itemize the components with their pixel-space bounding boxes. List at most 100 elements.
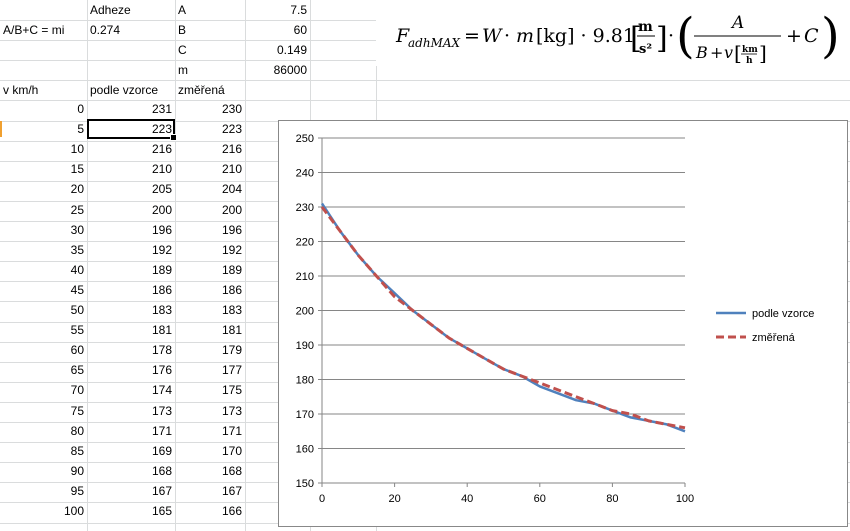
- measured-value-cell[interactable]: 230: [221, 102, 242, 116]
- formula-value-cell[interactable]: 205: [151, 182, 172, 196]
- formula-value-cell[interactable]: 174: [151, 383, 172, 397]
- speed-cell[interactable]: 25: [70, 203, 84, 217]
- measured-value-cell[interactable]: 210: [221, 162, 242, 176]
- grid-col-line: [245, 0, 246, 531]
- speed-cell[interactable]: 70: [70, 383, 84, 397]
- grid-row-line: [0, 100, 850, 101]
- series-line-zmerena: [320, 206, 686, 430]
- header-speed: v km/h: [3, 83, 39, 97]
- y-tick-label: 190: [296, 340, 314, 352]
- formula-value-cell[interactable]: 196: [151, 223, 172, 237]
- speed-cell[interactable]: 80: [70, 424, 84, 438]
- formula-value-cell[interactable]: 167: [151, 484, 172, 498]
- formula-value-cell[interactable]: 176: [151, 363, 172, 377]
- param-m-label: m: [178, 63, 188, 77]
- formula-label: A/B+C = mi: [3, 23, 65, 37]
- mi-value[interactable]: 0.274: [90, 23, 121, 37]
- formula-value-cell[interactable]: 189: [151, 263, 172, 277]
- measured-value-cell[interactable]: 181: [221, 323, 242, 337]
- measured-value-cell[interactable]: 223: [221, 122, 242, 136]
- measured-value-cell[interactable]: 196: [221, 223, 242, 237]
- y-tick-label: 220: [296, 237, 314, 249]
- formula-value-cell[interactable]: 231: [151, 102, 172, 116]
- measured-value-cell[interactable]: 179: [221, 343, 242, 357]
- formula-value-cell[interactable]: 183: [151, 303, 172, 317]
- measured-value-cell[interactable]: 216: [221, 142, 242, 156]
- measured-value-cell[interactable]: 189: [221, 263, 242, 277]
- x-tick-label: 0: [319, 493, 325, 505]
- param-a-value[interactable]: 7.5: [290, 3, 307, 17]
- speed-cell[interactable]: 40: [70, 263, 84, 277]
- speed-cell[interactable]: 5: [77, 122, 84, 136]
- formula-value-cell[interactable]: 186: [151, 283, 172, 297]
- y-tick-label: 210: [296, 271, 314, 283]
- formula-value-cell[interactable]: 223: [151, 122, 172, 136]
- formula-value-cell[interactable]: 168: [151, 464, 172, 478]
- speed-cell[interactable]: 0: [77, 102, 84, 116]
- formula-value-cell[interactable]: 200: [151, 203, 172, 217]
- x-tick-label: 100: [676, 493, 694, 505]
- speed-cell[interactable]: 75: [70, 404, 84, 418]
- measured-value-cell[interactable]: 167: [221, 484, 242, 498]
- svg-text:[: [: [630, 21, 642, 56]
- speed-cell[interactable]: 45: [70, 283, 84, 297]
- svg-text:B: B: [695, 43, 708, 62]
- svg-text:C: C: [804, 25, 819, 47]
- y-tick-label: 150: [296, 478, 314, 490]
- speed-cell[interactable]: 100: [63, 504, 84, 518]
- measured-value-cell[interactable]: 192: [221, 243, 242, 257]
- param-b-label: B: [178, 23, 187, 37]
- speed-cell[interactable]: 65: [70, 363, 84, 377]
- svg-text:): ): [821, 8, 840, 64]
- measured-value-cell[interactable]: 204: [221, 182, 242, 196]
- measured-value-cell[interactable]: 200: [221, 203, 242, 217]
- measured-value-cell[interactable]: 186: [221, 283, 242, 297]
- selected-cell[interactable]: [87, 119, 177, 141]
- svg-text:[: [: [734, 41, 742, 65]
- measured-value-cell[interactable]: 168: [221, 464, 242, 478]
- svg-text:adhMAX: adhMAX: [408, 36, 461, 50]
- speed-cell[interactable]: 55: [70, 323, 84, 337]
- formula-value-cell[interactable]: 216: [151, 142, 172, 156]
- speed-cell[interactable]: 35: [70, 243, 84, 257]
- param-c-value[interactable]: 0.149: [276, 43, 307, 57]
- svg-text:=: =: [464, 25, 480, 47]
- speed-cell[interactable]: 90: [70, 464, 84, 478]
- measured-value-cell[interactable]: 173: [221, 404, 242, 418]
- param-b-value[interactable]: 60: [293, 23, 307, 37]
- param-m-value[interactable]: 86000: [273, 63, 307, 77]
- svg-text:]: ]: [759, 41, 767, 65]
- speed-cell[interactable]: 95: [70, 484, 84, 498]
- measured-value-cell[interactable]: 175: [221, 383, 242, 397]
- speed-cell[interactable]: 10: [70, 142, 84, 156]
- measured-value-cell[interactable]: 170: [221, 444, 242, 458]
- formula-value-cell[interactable]: 192: [151, 243, 172, 257]
- speed-cell[interactable]: 85: [70, 444, 84, 458]
- header-measured: změřená: [178, 83, 225, 97]
- formula-value-cell[interactable]: 178: [151, 343, 172, 357]
- formula-value-cell[interactable]: 165: [151, 504, 172, 518]
- speed-cell[interactable]: 15: [70, 162, 84, 176]
- formula-value-cell[interactable]: 210: [151, 162, 172, 176]
- line-chart[interactable]: 150 160 170 180 190 200 210 220 230 240 250 0 20 40 60…: [278, 120, 848, 527]
- svg-text:km: km: [742, 45, 758, 55]
- svg-text:(: (: [676, 8, 695, 64]
- svg-text:+: +: [710, 43, 723, 62]
- svg-text:A: A: [730, 13, 744, 33]
- measured-value-cell[interactable]: 166: [221, 504, 242, 518]
- measured-value-cell[interactable]: 171: [221, 424, 242, 438]
- formula-value-cell[interactable]: 171: [151, 424, 172, 438]
- speed-cell[interactable]: 50: [70, 303, 84, 317]
- speed-cell[interactable]: 30: [70, 223, 84, 237]
- active-row-marker: [0, 121, 2, 137]
- speed-cell[interactable]: 60: [70, 343, 84, 357]
- formula-value-cell[interactable]: 181: [151, 323, 172, 337]
- formula-value-cell[interactable]: 173: [151, 404, 172, 418]
- measured-value-cell[interactable]: 177: [221, 363, 242, 377]
- legend-label: změřená: [752, 332, 796, 344]
- formula-value-cell[interactable]: 169: [151, 444, 172, 458]
- speed-cell[interactable]: 20: [70, 182, 84, 196]
- x-tick-label: 40: [461, 493, 473, 505]
- measured-value-cell[interactable]: 183: [221, 303, 242, 317]
